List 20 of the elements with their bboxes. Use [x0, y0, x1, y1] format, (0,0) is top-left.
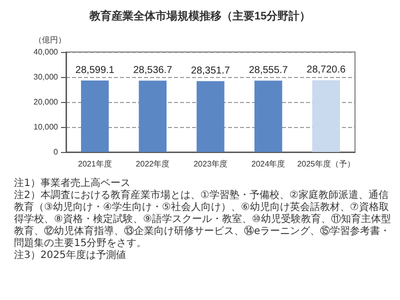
x-tick-label: 2024年度	[251, 160, 286, 168]
y-tick-label: 30,000	[34, 72, 59, 82]
text: 注2）本調査における教育産業市場とは、①学習塾・予備校、②家庭教師派遣、通信教育（③幼児向け・④学生向け・⑤社会人向け）、⑥幼児向け英会話教材、⑦資格取得学校、⑧資格・検定試験、⑨語学スクール・教室、⑩幼児受験教育、⑪知育主体型教育、⑫幼児体育指導、⑬企業向け研修サービス、⑭eラーニング、⑮学習参考書・問題集の主要15分野をさす。	[14, 190, 392, 250]
text: 注1）事業者売上高ベース	[14, 178, 132, 190]
chart-title: 教育産業全体市場規模推移（主要15分野計）	[88, 10, 311, 22]
x-tick-label: 2023年度	[194, 160, 228, 168]
y-tick-label: 20,000	[34, 98, 59, 106]
x-tick-label: 2022年度	[136, 160, 170, 168]
y-tick-label: 40,000	[34, 48, 59, 56]
data-label: 28,720.6	[306, 64, 346, 76]
text: 注3）2025年度は予測値	[14, 250, 127, 262]
data-label: 28,555.7	[248, 65, 288, 76]
x-tick-label: 2025年度（予）	[297, 160, 355, 168]
data-label: 28,351.7	[191, 66, 230, 77]
x-tick-label: 2021年度	[78, 160, 112, 168]
y-axis-title: （億円）	[34, 36, 66, 44]
y-tick-label: 0	[54, 148, 59, 156]
y-tick-label: 10,000	[34, 122, 59, 132]
data-label: 28,536.7	[133, 65, 173, 76]
data-label: 28,599.1	[75, 65, 115, 76]
